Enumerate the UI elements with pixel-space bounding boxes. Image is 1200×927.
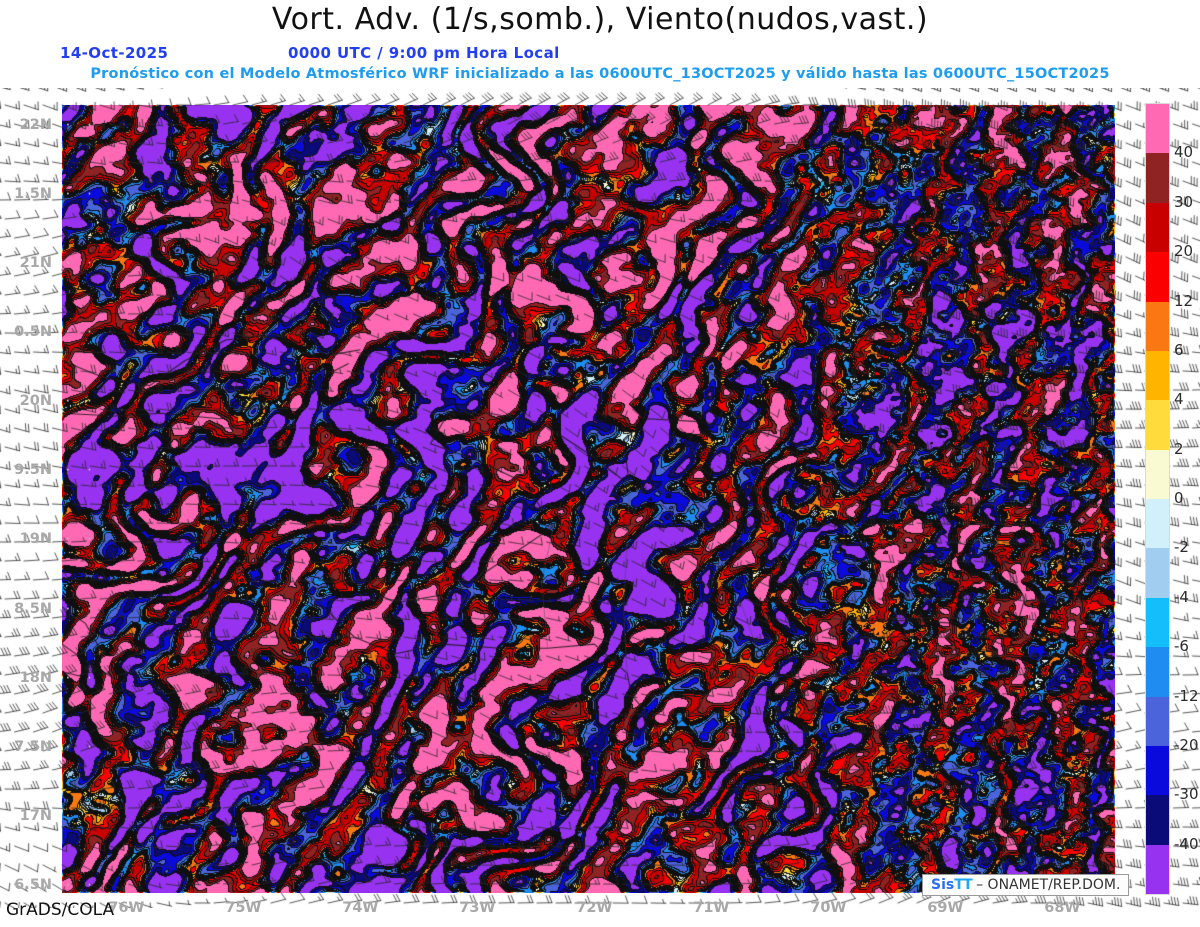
y-axis-tick: · · · [44,392,98,411]
colorbar-band [1146,449,1169,499]
x-axis-label: 72W [576,900,613,916]
y-axis-label: 8.5N [14,600,52,617]
colorbar-tick-label: 4 [1174,390,1184,409]
y-axis-tick: · · · [44,599,98,618]
colorbar-band [1146,745,1169,796]
y-axis-tick: · · · [44,115,98,134]
colorbar-tick-label: -12 [1174,686,1199,705]
y-axis-label: 0.5N [14,324,52,341]
forecast-time: 0000 UTC / 9:00 pm Hora Local [288,44,560,62]
colorbar-tick-label: 2 [1174,439,1184,458]
map-plot-area [62,105,1115,893]
colorbar-band [1146,597,1169,648]
x-axis-label: 73W [459,900,496,916]
colorbar-band [1146,499,1169,549]
colorbar-tick-label: -30 [1174,785,1199,804]
colorbar-tick-label: 30 [1174,192,1194,211]
x-axis-label: 69W [927,900,964,916]
colorbar-band [1146,202,1169,253]
x-axis-label: 76W [108,900,145,916]
forecast-date: 14-Oct-2025 [60,44,169,62]
y-axis-tick: · · · [44,184,98,203]
y-axis-label: 9.5N [14,462,52,479]
colorbar-band [1146,252,1169,302]
colorbar-band [1146,795,1169,845]
x-axis-label: 70W [810,900,847,916]
logo-tt-text: TT [954,877,972,893]
y-axis-label: 17N [19,807,52,824]
x-axis-label: 74W [342,900,379,916]
colorbar-tick-label: -4 [1174,587,1189,606]
colorbar-band [1146,647,1169,697]
colorbar-band [1146,548,1169,598]
y-axis-label: 6.5N [14,877,52,894]
x-axis-label: 68W [1044,900,1081,916]
sistt-onamet-logo: SisTT – ONAMET/REP.DOM. [922,874,1130,896]
colorbar-tick-label: -2 [1174,538,1189,557]
logo-org-text: – ONAMET/REP.DOM. [976,877,1121,893]
y-axis-label: 20N [19,393,52,410]
x-axis-label: 71W [693,900,730,916]
grads-credit: GrADS/COLA [6,900,115,920]
page-title: Vort. Adv. (1/s,somb.), Viento(nudos,vas… [271,2,929,37]
colorbar-tick-label: -6 [1174,637,1189,656]
logo-sis-text: Sis [931,877,955,893]
colorbar-band [1146,844,1169,894]
colorbar-band [1146,301,1169,351]
y-axis-tick: · · · [44,253,98,272]
y-axis-label: 19N [19,531,52,548]
y-axis-tick: · · · [44,806,98,825]
coastline-overlay-canvas [62,105,1115,893]
colorbar-tick-label: 0 [1174,489,1184,507]
subtitle-row: 14-Oct-2025 0000 UTC / 9:00 pm Hora Loca… [0,44,1200,64]
colorbar-band [1146,104,1169,154]
y-axis-tick: · · · [44,737,98,756]
colorbar-band [1146,400,1169,450]
y-axis-label: 7.5N [14,738,52,755]
y-axis-label: 21N [19,254,52,271]
y-axis-label: 22N [19,116,52,133]
colorbar-band [1146,696,1169,746]
colorbar-tick-label: 20 [1174,242,1194,261]
colorbar-tick-label: 6 [1174,340,1184,359]
y-axis-tick: · · · [44,668,98,687]
y-axis-tick: · · · [44,323,98,342]
colorbar [1145,103,1170,895]
colorbar-tick-label: 40 [1174,143,1194,162]
colorbar-tick-label: -40 [1174,834,1199,853]
colorbar-band [1146,350,1169,401]
y-axis-label: 1.5N [14,185,52,202]
y-axis-label: 18N [19,669,52,686]
colorbar-tick-label: 12 [1174,291,1194,310]
colorbar-tick-label: -20 [1174,735,1199,754]
colorbar-band [1146,153,1169,203]
x-axis-label: 75W [225,900,262,916]
y-axis-tick: · · · [44,876,98,895]
forecast-note: Pronóstico con el Modelo Atmosférico WRF… [90,66,1110,82]
y-axis-tick: · · · [44,530,98,549]
y-axis-tick: · · · [44,461,98,480]
